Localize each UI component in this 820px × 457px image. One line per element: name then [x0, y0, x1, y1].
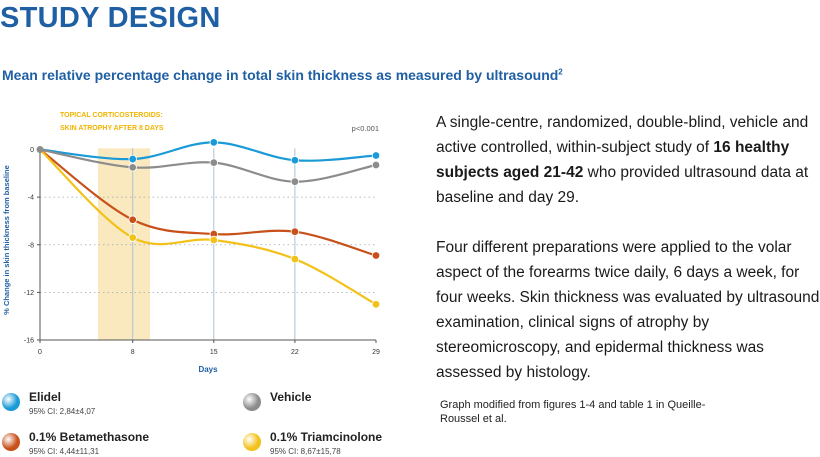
x-tick-label: 0	[38, 349, 42, 356]
highlight-band	[97, 148, 151, 340]
data-point-0-1-betamethasone	[128, 215, 137, 224]
series-line-0-1-triamcinolone	[39, 148, 377, 306]
legend-marker-triamcinolone	[243, 433, 261, 451]
x-tick-label: 29	[372, 349, 380, 356]
data-point-vehicle	[128, 163, 137, 172]
data-point-elidel	[128, 154, 137, 164]
legend-marker-betamethasone	[2, 433, 20, 451]
data-point-0-1-triamcinolone	[128, 233, 137, 242]
subtitle-text: Mean relative percentage change in total…	[2, 67, 559, 83]
data-point-0-1-triamcinolone	[371, 300, 381, 309]
page-title: STUDY DESIGN	[0, 2, 221, 34]
legend-ci-betamethasone: 95% CI: 4,44±11,31	[29, 447, 100, 456]
p-value-label: p<0.001	[352, 124, 379, 133]
x-tick-label: 15	[210, 349, 218, 356]
data-point-elidel	[371, 151, 381, 160]
line-chart: 0 -4 -8 -12 -16 0 8 15 22 29 Days % Change in skin …	[2, 112, 381, 374]
description-paragraph-2: Four different preparations were applied…	[436, 239, 820, 381]
y-tick-label: -12	[24, 290, 34, 297]
annotation-line-2: SKIN ATROPHY AFTER 8 DAYS	[60, 125, 164, 132]
subtitle-reference: 2	[558, 67, 563, 77]
series-line-elidel	[39, 141, 377, 162]
legend-ci-elidel: 95% CI: 2,84±4,07	[29, 407, 96, 416]
y-tick-label: 0	[30, 147, 34, 154]
x-axis-label: Days	[198, 365, 218, 374]
legend-label-elidel: Elidel	[29, 390, 62, 404]
source-note: Graph modified from figures 1-4 and tabl…	[440, 399, 706, 425]
legend-label-vehicle: Vehicle	[270, 390, 312, 404]
data-point-vehicle	[209, 158, 218, 167]
legend-label-betamethasone: 0.1% Betamethasone	[29, 430, 150, 444]
y-tick-label: -8	[28, 242, 34, 249]
description-text: A single-centre, randomized, double-blin…	[436, 114, 809, 156]
legend-marker-vehicle	[243, 393, 261, 411]
description-text: who provided ultrasound data at baseline…	[436, 164, 809, 206]
study-description: A single-centre, randomized, double-blin…	[436, 110, 820, 410]
legend-label-triamcinolone: 0.1% Triamcinolone	[270, 430, 383, 444]
data-point-0-1-betamethasone	[371, 251, 381, 260]
data-point-vehicle	[371, 160, 381, 170]
origin-point	[36, 146, 44, 154]
data-point-elidel	[290, 156, 300, 165]
data-point-vehicle	[290, 177, 300, 186]
series-line-vehicle	[39, 148, 377, 183]
data-point-0-1-triamcinolone	[290, 254, 300, 264]
chart-subtitle: Mean relative percentage change in total…	[2, 67, 563, 83]
description-paragraph-1: A single-centre, randomized, double-blin…	[436, 110, 820, 210]
x-tick-label: 8	[131, 349, 135, 356]
annotation-line-1: TOPICAL CORTICOSTEROIDS:	[60, 112, 163, 119]
legend-ci-triamcinolone: 95% CI: 8,67±15,78	[270, 447, 341, 456]
y-axis-label: % Change in skin thickness from baseline	[2, 165, 11, 315]
data-point-0-1-triamcinolone	[209, 235, 218, 245]
y-tick-label: -4	[28, 195, 34, 202]
legend-marker-elidel	[2, 393, 20, 411]
data-point-0-1-betamethasone	[290, 227, 300, 236]
data-point-elidel	[209, 138, 218, 147]
y-tick-label: -16	[24, 338, 34, 345]
x-tick-label: 22	[291, 349, 299, 356]
description-highlight: 16 healthy subjects aged 21-42	[436, 139, 790, 181]
